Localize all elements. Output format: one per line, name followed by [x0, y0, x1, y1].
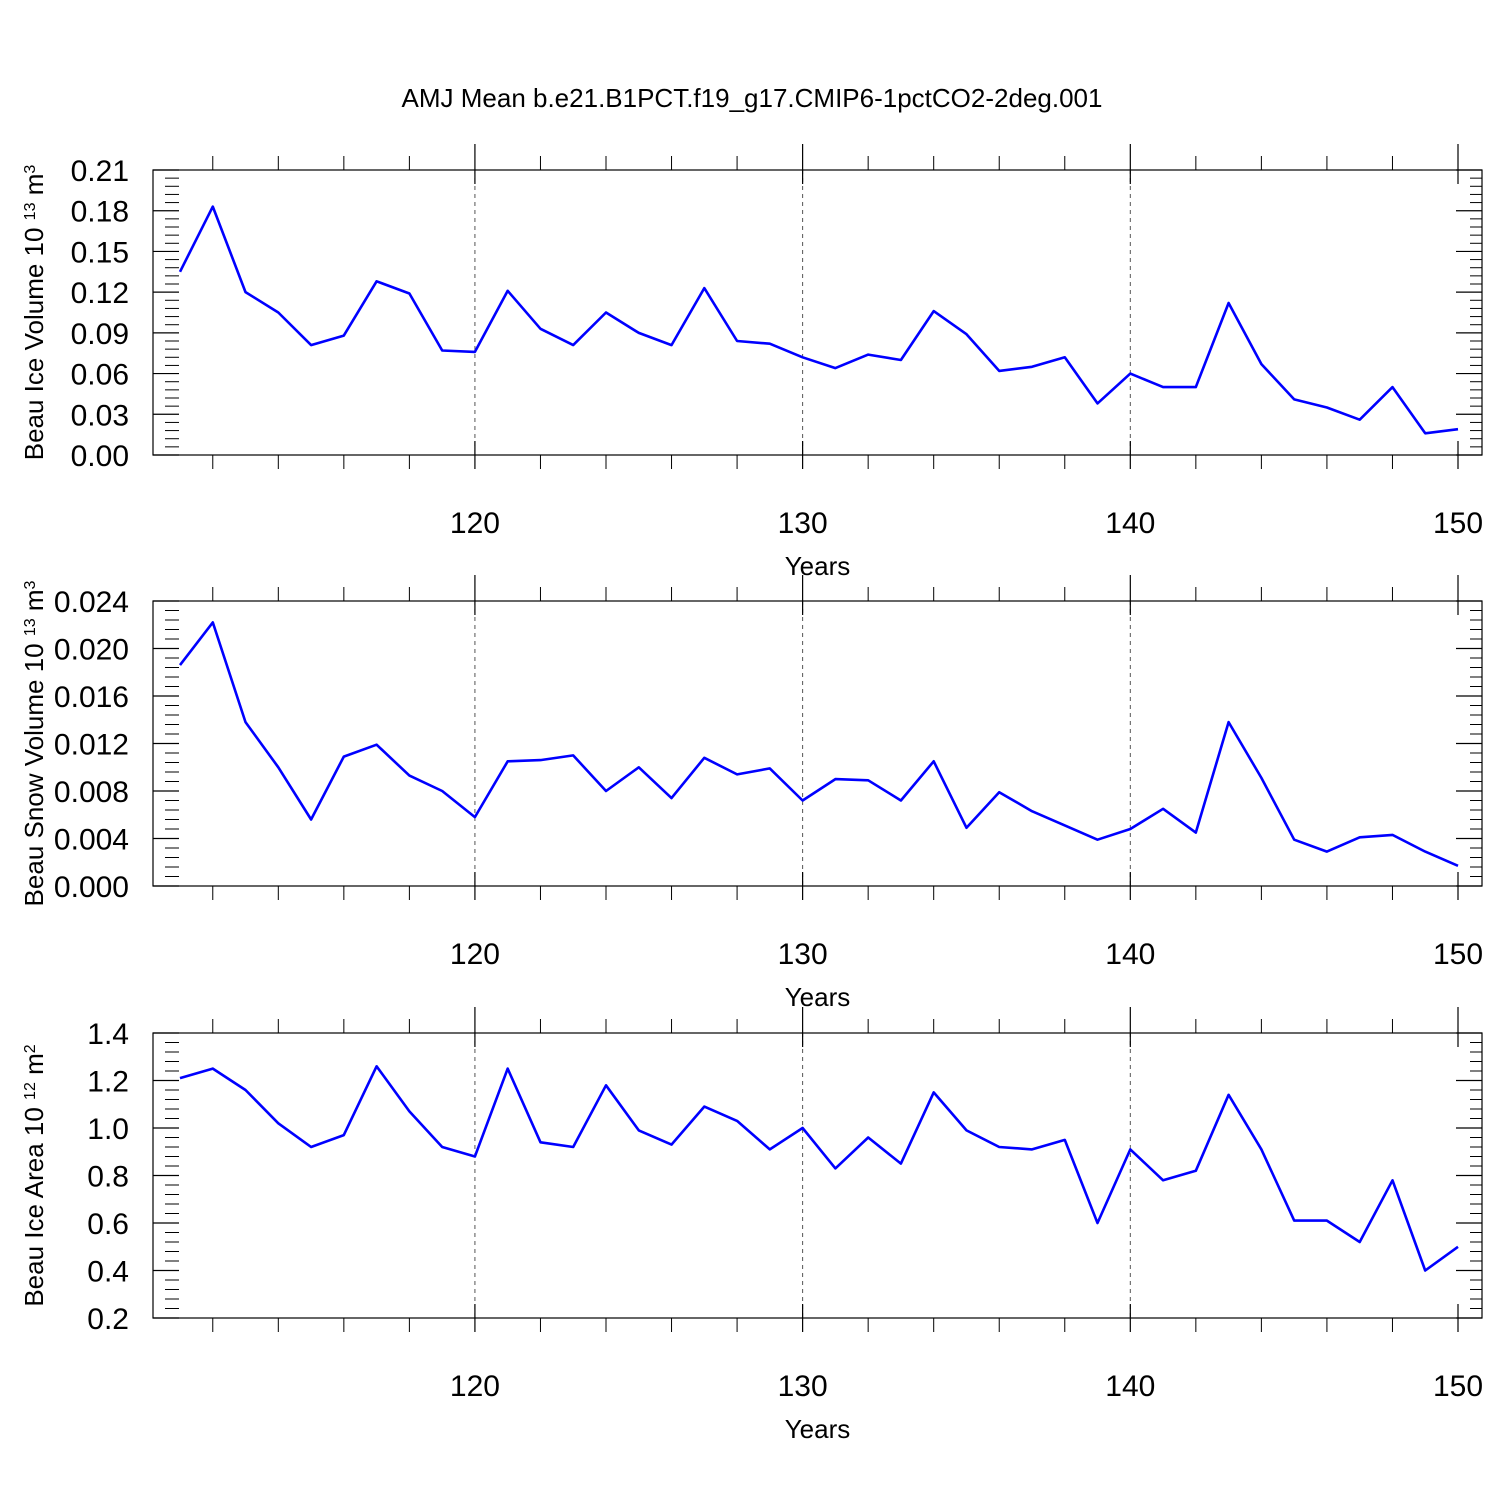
x-tick-label: 120	[450, 938, 500, 971]
y-tick-label: 1.0	[87, 1113, 129, 1146]
y-tick-label: 0.6	[87, 1208, 129, 1241]
figure-title: AMJ Mean b.e21.B1PCT.f19_g17.CMIP6-1pctC…	[402, 83, 1103, 113]
y-tick-label: 0.024	[54, 586, 129, 619]
x-tick-label: 130	[778, 938, 828, 971]
x-tick-label: 120	[450, 507, 500, 540]
x-axis-label: Years	[785, 551, 851, 581]
y-tick-label: 0.000	[54, 871, 129, 904]
y-tick-label: 0.03	[71, 399, 129, 432]
x-tick-label: 140	[1105, 938, 1155, 971]
y-tick-label: 0.8	[87, 1161, 129, 1194]
y-tick-label: 0.004	[54, 824, 129, 857]
plot-frame	[152, 1032, 1483, 1319]
x-tick-label: 130	[778, 1370, 828, 1403]
y-tick-label: 1.4	[87, 1018, 129, 1051]
x-tick-label: 150	[1433, 1370, 1483, 1403]
x-tick-label: 140	[1105, 507, 1155, 540]
x-tick-label: 130	[778, 507, 828, 540]
y-axis-label: Beau Ice Area 10 12 m2	[19, 1044, 49, 1306]
x-axis-label: Years	[785, 1414, 851, 1444]
y-tick-label: 0.00	[71, 440, 129, 473]
y-tick-label: 0.016	[54, 681, 129, 714]
x-tick-label: 150	[1433, 938, 1483, 971]
y-tick-label: 0.4	[87, 1256, 129, 1289]
x-tick-label: 140	[1105, 1370, 1155, 1403]
series-line	[178, 621, 1459, 867]
y-tick-label: 0.18	[71, 196, 129, 229]
x-axis-label: Years	[785, 982, 851, 1012]
y-tick-label: 0.15	[71, 236, 129, 269]
plot-frame	[152, 169, 1483, 456]
x-tick-label: 150	[1433, 507, 1483, 540]
series-line	[179, 1065, 1459, 1272]
y-axis-label: Beau Snow Volume 10 13 m3	[19, 580, 49, 906]
y-tick-label: 0.012	[54, 729, 129, 762]
x-tick-label: 120	[450, 1370, 500, 1403]
y-axis-label: Beau Ice Volume 10 13 m3	[19, 165, 49, 461]
chart-panel-2: 120 130 140 150 0.000 0.004 0.008 0.012 0.016 0.0…	[19, 575, 1483, 1012]
y-tick-label: 0.12	[71, 277, 129, 310]
y-tick-label: 1.2	[87, 1066, 129, 1099]
y-tick-label: 0.020	[54, 634, 129, 667]
series-line	[178, 205, 1459, 435]
y-tick-label: 0.008	[54, 776, 129, 809]
y-tick-label: 0.2	[87, 1303, 129, 1336]
chart-panel-1: 120 130 140 150 0.00 0.03 0.06 0.09 0.12 0.15 0.18…	[19, 144, 1483, 581]
y-tick-label: 0.06	[71, 359, 129, 392]
y-tick-label: 0.21	[71, 155, 129, 188]
chart-panel-3: 120 130 140 150 0.2 0.4 0.6 0.8 1.0 1.2 1.4 Beau Ic…	[19, 1007, 1483, 1444]
plot-frame	[152, 600, 1483, 887]
y-tick-label: 0.09	[71, 318, 129, 351]
